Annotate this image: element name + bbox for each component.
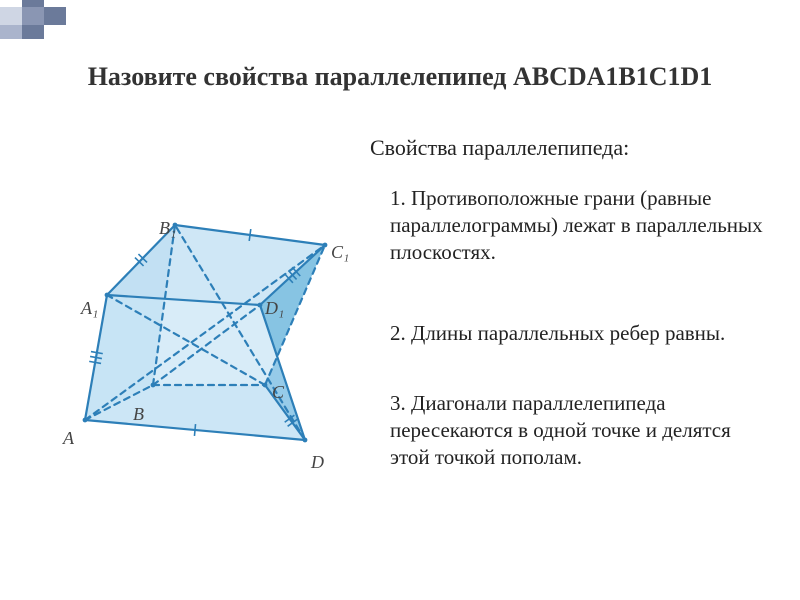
vertex-label: B [133, 404, 144, 425]
page-title: Назовите свойства параллелепипед ABCDA1B… [0, 62, 800, 92]
property-2: 2. Длины параллельных ребер равны. [390, 320, 770, 347]
property-1: 1. Противоположные грани (равные паралле… [390, 185, 770, 266]
vertex-label: A₁ [81, 298, 98, 319]
subtitle: Свойства параллелепипеда: [370, 135, 629, 161]
vertex-label: D₁ [265, 298, 284, 319]
vertex-label: C₁ [331, 242, 349, 263]
vertex-label: C [272, 382, 284, 403]
vertex-label: A [63, 428, 74, 449]
vertex-label: B₁ [159, 218, 176, 239]
property-3: 3. Диагонали параллелепипеда пересекаютс… [390, 390, 770, 471]
parallelepiped-figure: A B C D A₁ B₁ C₁ D₁ [55, 190, 365, 480]
corner-decoration [0, 0, 90, 50]
vertex-label: D [311, 452, 324, 473]
